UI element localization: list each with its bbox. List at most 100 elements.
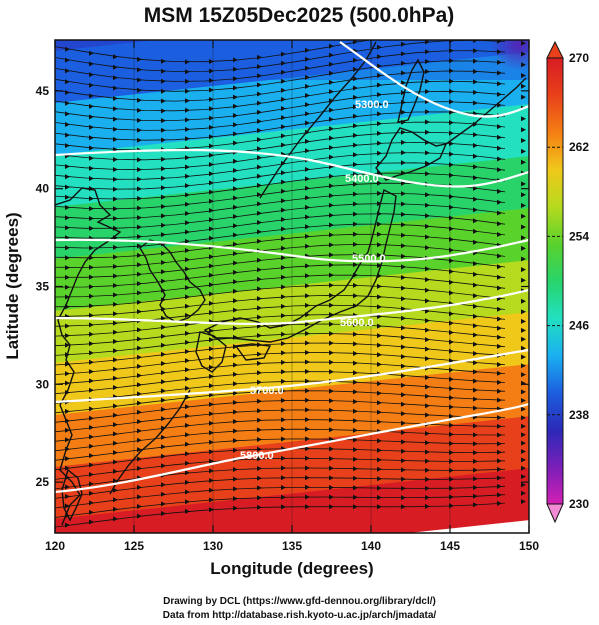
wind-arrow bbox=[113, 96, 118, 101]
wind-arrow bbox=[257, 333, 262, 338]
wind-arrow bbox=[425, 129, 430, 135]
wind-arrow bbox=[401, 306, 406, 312]
wind-arrow bbox=[473, 196, 478, 202]
wind-arrow bbox=[65, 143, 70, 149]
wind-arrow bbox=[209, 235, 214, 241]
wind-arrow bbox=[161, 137, 166, 143]
wind-arrow bbox=[257, 164, 262, 170]
wind-arrow bbox=[305, 47, 310, 53]
wind-arrow bbox=[257, 229, 262, 235]
wind-arrow bbox=[185, 183, 190, 189]
wind-arrow bbox=[401, 201, 406, 207]
wind-arrow bbox=[257, 427, 262, 433]
wind-arrow bbox=[281, 388, 286, 394]
wind-arrow bbox=[185, 432, 190, 438]
wind-arrow bbox=[161, 416, 166, 422]
wind-arrow bbox=[113, 54, 118, 60]
colorbar: 270 262 254 246 238 230 bbox=[546, 40, 589, 524]
wind-arrow bbox=[65, 522, 70, 528]
wind-arrow bbox=[281, 217, 286, 222]
wind-arrow bbox=[89, 378, 94, 384]
wind-arrow bbox=[209, 189, 214, 195]
wind-arrow bbox=[209, 439, 214, 445]
wind-arrow bbox=[305, 56, 310, 62]
wind-arrow bbox=[161, 351, 166, 357]
wind-arrow bbox=[425, 119, 430, 125]
wind-arrow bbox=[521, 440, 526, 446]
wind-arrow bbox=[497, 432, 502, 438]
wind-arrow bbox=[473, 261, 478, 267]
wind-arrow bbox=[497, 199, 502, 205]
wind-arrow bbox=[185, 238, 190, 244]
wind-arrow bbox=[281, 226, 286, 232]
wind-arrow bbox=[377, 221, 382, 227]
wind-arrow bbox=[185, 489, 190, 495]
wind-arrow bbox=[281, 369, 286, 375]
wind-arrow bbox=[329, 252, 334, 258]
colorbar-tick-label: 230 bbox=[569, 497, 589, 511]
wind-arrow bbox=[497, 388, 502, 394]
wind-arrow bbox=[329, 427, 334, 433]
wind-arrow bbox=[257, 286, 262, 292]
wind-arrow bbox=[281, 133, 286, 139]
wind-arrow bbox=[185, 339, 190, 345]
wind-arrow bbox=[353, 152, 358, 158]
wind-arrow bbox=[137, 391, 142, 397]
wind-arrow bbox=[425, 449, 430, 455]
wind-arrow bbox=[473, 450, 478, 456]
wind-arrow bbox=[305, 148, 310, 154]
height-contour bbox=[339, 41, 529, 118]
wind-arrow bbox=[329, 407, 334, 413]
coastline-sakhalin bbox=[397, 58, 425, 123]
wind-arrow bbox=[401, 439, 406, 445]
wind-arrow bbox=[233, 140, 238, 146]
wind-arrow bbox=[425, 431, 430, 436]
wind-arrow bbox=[305, 138, 310, 144]
wind-arrow bbox=[185, 107, 190, 113]
wind-arrow bbox=[113, 412, 118, 418]
wind-arrow bbox=[425, 308, 430, 314]
cold-core-shade bbox=[400, 40, 529, 160]
wind-arrow bbox=[161, 444, 166, 450]
wind-arrow bbox=[89, 274, 94, 280]
wind-arrow bbox=[281, 350, 286, 356]
wind-arrow bbox=[329, 232, 334, 238]
wind-arrow bbox=[305, 302, 310, 308]
wind-arrow bbox=[185, 422, 190, 428]
coastline-taiwan bbox=[61, 468, 83, 522]
wind-arrow bbox=[113, 497, 118, 503]
wind-arrow bbox=[65, 456, 70, 462]
x-tick-label: 150 bbox=[519, 539, 539, 553]
wind-arrow bbox=[185, 376, 190, 382]
wind-arrow bbox=[233, 496, 238, 502]
wind-arrow bbox=[209, 497, 214, 503]
credit-drawing: Drawing by DCL (https://www.gfd-dennou.o… bbox=[163, 596, 436, 607]
wind-arrow bbox=[329, 193, 334, 199]
wind-arrow bbox=[473, 143, 478, 148]
wind-arrow bbox=[185, 211, 190, 216]
coastline-kyushu bbox=[195, 331, 227, 373]
wind-arrow bbox=[353, 181, 358, 187]
wind-arrow bbox=[377, 466, 382, 472]
wind-arrow bbox=[233, 168, 238, 173]
wind-arrow bbox=[377, 130, 382, 136]
wind-arrow bbox=[473, 228, 478, 234]
wind-arrow bbox=[521, 482, 526, 488]
wind-arrow bbox=[113, 375, 118, 381]
x-tick-label: 125 bbox=[124, 539, 144, 553]
wind-arrow bbox=[185, 303, 190, 309]
wind-arrow bbox=[497, 274, 502, 280]
wind-arrow bbox=[377, 121, 382, 127]
wind-arrow bbox=[209, 355, 214, 361]
wind-arrow bbox=[305, 407, 310, 413]
wind-arrow bbox=[233, 486, 238, 492]
wind-arrow bbox=[353, 408, 358, 414]
height-contour bbox=[55, 402, 529, 494]
wind-arrow bbox=[281, 504, 286, 510]
wind-arrow bbox=[209, 420, 214, 426]
wind-arrow bbox=[65, 245, 70, 251]
wind-arrow bbox=[161, 232, 166, 238]
wind-arrow bbox=[497, 343, 502, 349]
wind-arrow bbox=[185, 460, 190, 466]
colorbar-tick-label: 246 bbox=[569, 319, 589, 333]
